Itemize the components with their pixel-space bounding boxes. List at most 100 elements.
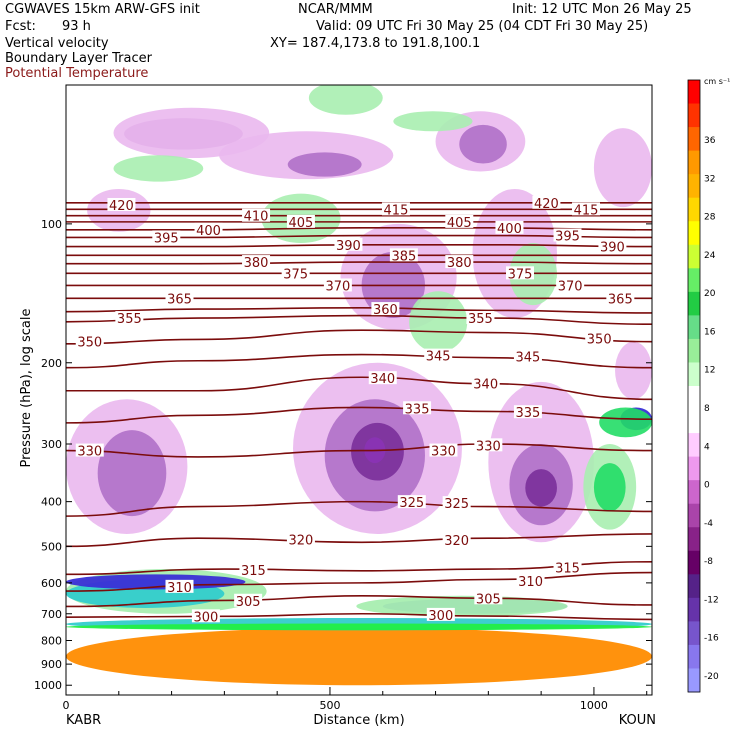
theta-label-15: 385 [391, 249, 416, 264]
theta-label-5: 420 [534, 197, 559, 212]
colorbar-label-13: -16 [704, 634, 719, 644]
colorbar-swatch-19 [688, 527, 700, 552]
theta-label-42: 310 [167, 581, 192, 596]
theta-contour-400 [66, 227, 652, 231]
theta-label-bg-4 [445, 214, 474, 228]
theta-label-20: 365 [167, 292, 192, 307]
theta-label-23: 355 [117, 312, 142, 327]
theta-contour-330 [66, 443, 652, 458]
theta-label-bg-8 [194, 222, 223, 236]
colorbar-swatch-4 [688, 174, 700, 199]
x-tick-label-500: 500 [319, 699, 340, 712]
colorbar-swatch-10 [688, 315, 700, 340]
colorbar-label-5: 16 [704, 327, 716, 337]
x-tick-label-0: 0 [63, 699, 70, 712]
theta-contour-360 [66, 306, 652, 314]
colorbar-swatch-25 [688, 668, 700, 693]
tracer-cell-7 [356, 595, 568, 617]
tracer-cell-0 [66, 627, 652, 686]
x-axis: 0 500 1000 [63, 687, 648, 712]
field-boundary-layer-tracer: Boundary Layer Tracer [5, 51, 152, 66]
colorbar-label-14: -20 [704, 672, 719, 682]
colorbar-label-1: 32 [704, 174, 715, 184]
theta-label-19: 370 [558, 279, 583, 294]
theta-label-3: 415 [384, 203, 409, 218]
colorbar-swatch-18 [688, 503, 700, 528]
theta-label-47: 300 [428, 609, 453, 624]
colorbar-swatch-15 [688, 433, 700, 458]
y-tick-label-400: 400 [41, 496, 62, 509]
theta-label-38: 320 [289, 533, 314, 548]
theta-label-bg-38 [286, 532, 315, 546]
theta-label-8: 400 [196, 224, 221, 239]
colorbar-label-11: -8 [704, 557, 713, 567]
w-cell-7 [113, 155, 204, 182]
theta-label-bg-45 [474, 591, 503, 605]
theta-label-32: 335 [516, 406, 541, 421]
colorbar-swatch-0 [688, 80, 700, 105]
colorbar-label-9: 0 [704, 481, 710, 491]
colorbar-swatch-7 [688, 244, 700, 269]
theta-label-bg-41 [553, 560, 582, 574]
theta-label-14: 375 [283, 267, 308, 282]
theta-label-bg-35 [474, 438, 503, 452]
colorbar-swatch-14 [688, 409, 700, 434]
potential-temperature-contours [66, 201, 652, 621]
cross-section-endpoints: XY= 187.4,173.8 to 191.8,100.1 [270, 36, 481, 51]
theta-label-24: 355 [468, 312, 493, 327]
theta-label-9: 390 [336, 239, 361, 254]
theta-label-30: 340 [473, 378, 498, 393]
colorbar-label-8: 4 [704, 442, 710, 452]
theta-contour-305 [66, 595, 652, 608]
theta-label-bg-27 [424, 348, 453, 362]
init-time: Init: 12 UTC Mon 26 May 25 [512, 2, 692, 17]
colorbar-label-12: -12 [704, 595, 719, 605]
y-tick-label-100: 100 [41, 218, 62, 231]
y-tick-label-200: 200 [41, 357, 62, 370]
theta-label-bg-13 [242, 255, 271, 269]
theta-label-bg-0 [107, 197, 136, 211]
theta-label-17: 375 [508, 267, 533, 282]
y-tick-label-800: 800 [41, 635, 62, 648]
theta-label-4: 405 [447, 216, 472, 231]
colorbar-swatch-22 [688, 597, 700, 622]
colorbar-swatch-24 [688, 644, 700, 669]
colorbar-label-0: 36 [704, 136, 716, 146]
theta-label-bg-15 [389, 248, 418, 262]
theta-label-bg-40 [239, 562, 268, 576]
theta-label-bg-30 [471, 376, 500, 390]
w-cell-28 [615, 341, 652, 400]
valid-time: Valid: 09 UTC Fri 30 May 25 (04 CDT Fri … [316, 19, 649, 34]
theta-label-bg-43 [516, 574, 545, 588]
theta-label-bg-7 [152, 230, 181, 244]
theta-label-bg-46 [191, 609, 220, 623]
theta-contour-340 [66, 376, 652, 401]
theta-label-31: 335 [405, 402, 430, 417]
colorbar-label-10: -4 [704, 519, 713, 529]
theta-label-bg-22 [371, 302, 400, 316]
theta-label-1: 410 [244, 210, 269, 225]
theta-label-bg-14 [281, 266, 310, 280]
theta-label-45: 305 [476, 592, 501, 607]
theta-label-34: 330 [431, 445, 456, 460]
colorbar-swatch-16 [688, 456, 700, 481]
potential-temperature-labels: 420 410 405 415 405 420 415 395 400 390 400 395 390 3… [75, 195, 635, 625]
y-axis-label: Pressure (hPa), log scale [19, 309, 34, 468]
theta-label-18: 370 [325, 279, 350, 294]
w-cell-3 [287, 152, 362, 177]
x-tick-label-1000: 1000 [580, 699, 608, 712]
y-tick-label-300: 300 [41, 438, 62, 451]
colorbar-label-2: 28 [704, 213, 716, 223]
theta-contour-345 [66, 353, 652, 369]
field-potential-temperature: Potential Temperature [5, 66, 149, 81]
theta-label-0: 420 [109, 199, 134, 214]
theta-contour-320 [66, 533, 652, 548]
theta-label-bg-47 [426, 607, 455, 621]
theta-label-25: 350 [77, 336, 102, 351]
theta-label-bg-34 [429, 443, 458, 457]
y-axis: 100 200 300 400 500 600 700 800 900 1000 [34, 218, 652, 692]
x-axis-label: Distance (km) [313, 713, 404, 728]
colorbar-swatch-3 [688, 150, 700, 175]
theta-contour-300 [66, 612, 652, 621]
theta-label-43: 310 [518, 575, 543, 590]
